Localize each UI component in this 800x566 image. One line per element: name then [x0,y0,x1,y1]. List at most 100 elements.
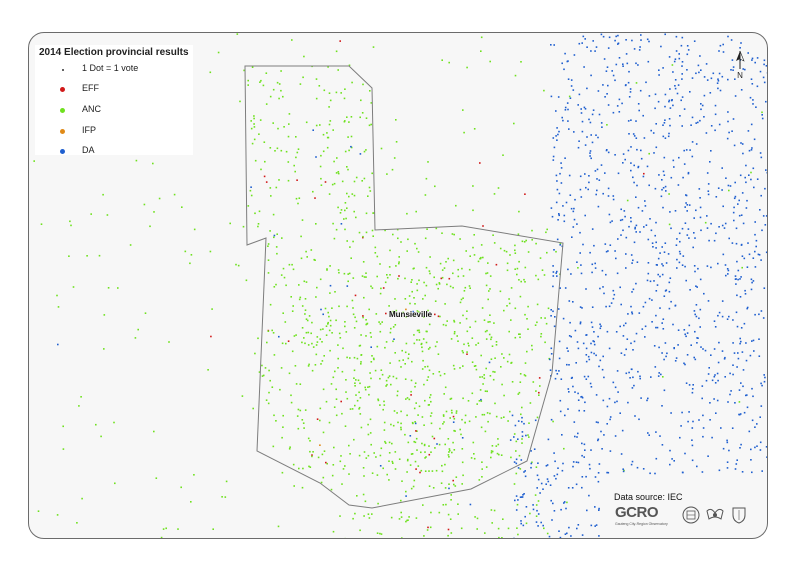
da-vote-dot [612,297,615,300]
anc-vote-dot [429,415,432,417]
anc-vote-dot [738,401,741,403]
da-vote-dot [740,276,742,278]
da-vote-dot [726,268,729,270]
anc-vote-dot [508,330,510,333]
anc-vote-dot [282,426,284,428]
da-vote-dot [625,267,627,269]
da-vote-dot [563,502,565,504]
da-vote-dot [721,315,724,318]
anc-vote-dot [340,455,342,457]
anc-vote-dot [407,357,410,360]
da-vote-dot [675,35,678,38]
da-vote-dot [702,427,705,429]
da-vote-dot [657,375,660,377]
anc-vote-dot [371,287,374,289]
anc-vote-dot [499,247,502,250]
anc-vote-dot [392,310,394,313]
da-vote-dot [580,264,582,266]
anc-vote-dot [398,458,401,460]
anc-vote-dot [263,141,266,143]
anc-vote-dot [369,432,372,434]
anc-vote-dot [490,450,493,452]
da-vote-dot [719,89,722,92]
da-vote-dot [706,172,709,174]
anc-vote-dot [350,257,352,259]
anc-vote-dot [400,516,403,518]
da-vote-dot [693,40,696,42]
da-vote-dot [584,108,587,110]
anc-vote-dot [335,228,338,231]
da-vote-dot [630,169,632,172]
anc-vote-dot [541,269,544,271]
anc-vote-dot [455,412,458,414]
anc-vote-dot [354,385,356,387]
anc-vote-dot [352,307,354,309]
da-vote-dot [718,341,720,344]
anc-vote-dot [444,487,447,489]
anc-vote-dot [135,159,138,162]
da-vote-dot [559,410,562,413]
da-vote-dot [414,422,417,425]
anc-vote-dot [344,150,347,153]
anc-vote-dot [413,297,415,299]
da-vote-dot [650,129,652,132]
anc-vote-dot [488,333,491,336]
da-vote-dot [655,290,658,292]
da-vote-dot [573,207,575,210]
anc-vote-dot [78,405,80,407]
da-vote-dot [530,450,532,452]
da-vote-dot [706,215,708,217]
da-vote-dot [629,91,632,93]
anc-vote-dot [391,168,394,171]
anc-vote-dot [472,246,474,249]
da-vote-dot [615,63,618,66]
anc-vote-dot [516,273,518,276]
da-vote-dot [743,411,746,414]
anc-vote-dot [434,345,437,348]
da-vote-dot [622,63,624,65]
anc-vote-dot [376,474,379,476]
da-vote-dot [565,201,568,204]
anc-vote-dot [288,263,291,266]
anc-vote-dot [442,323,445,326]
da-vote-dot [515,458,518,461]
da-vote-dot [729,185,732,187]
dot-density-map[interactable] [29,33,767,538]
da-vote-dot [672,323,674,326]
da-vote-dot [759,209,761,211]
anc-vote-dot [335,398,338,400]
da-vote-dot [756,445,758,447]
da-vote-dot [635,120,637,122]
anc-vote-dot [69,220,71,223]
da-vote-dot [628,133,630,135]
anc-vote-dot [448,456,450,458]
da-vote-dot [733,219,735,222]
anc-vote-dot [476,403,478,405]
anc-vote-dot [761,111,763,114]
da-vote-dot [682,255,685,257]
map-frame[interactable]: 2014 Election provincial results 1 Dot =… [28,32,768,539]
anc-vote-dot [443,421,445,423]
da-vote-dot [744,293,747,295]
anc-vote-dot [517,233,520,235]
da-vote-dot [607,47,610,49]
anc-vote-dot [406,250,408,252]
anc-vote-dot [334,291,336,293]
anc-vote-dot [324,307,327,310]
anc-vote-dot [485,272,487,275]
anc-vote-dot [281,342,284,345]
da-vote-dot [595,524,598,526]
da-vote-dot [752,99,754,101]
da-vote-dot [730,390,732,392]
da-vote-dot [556,275,558,277]
anc-vote-dot [326,269,328,271]
da-vote-dot [583,410,586,412]
da-vote-dot [685,202,687,204]
anc-vote-dot [368,517,371,519]
anc-vote-dot [293,485,295,487]
anc-vote-dot [463,343,465,346]
da-vote-dot [589,251,591,254]
da-vote-dot [751,419,754,422]
anc-vote-dot [422,298,424,300]
da-vote-dot [714,374,716,376]
